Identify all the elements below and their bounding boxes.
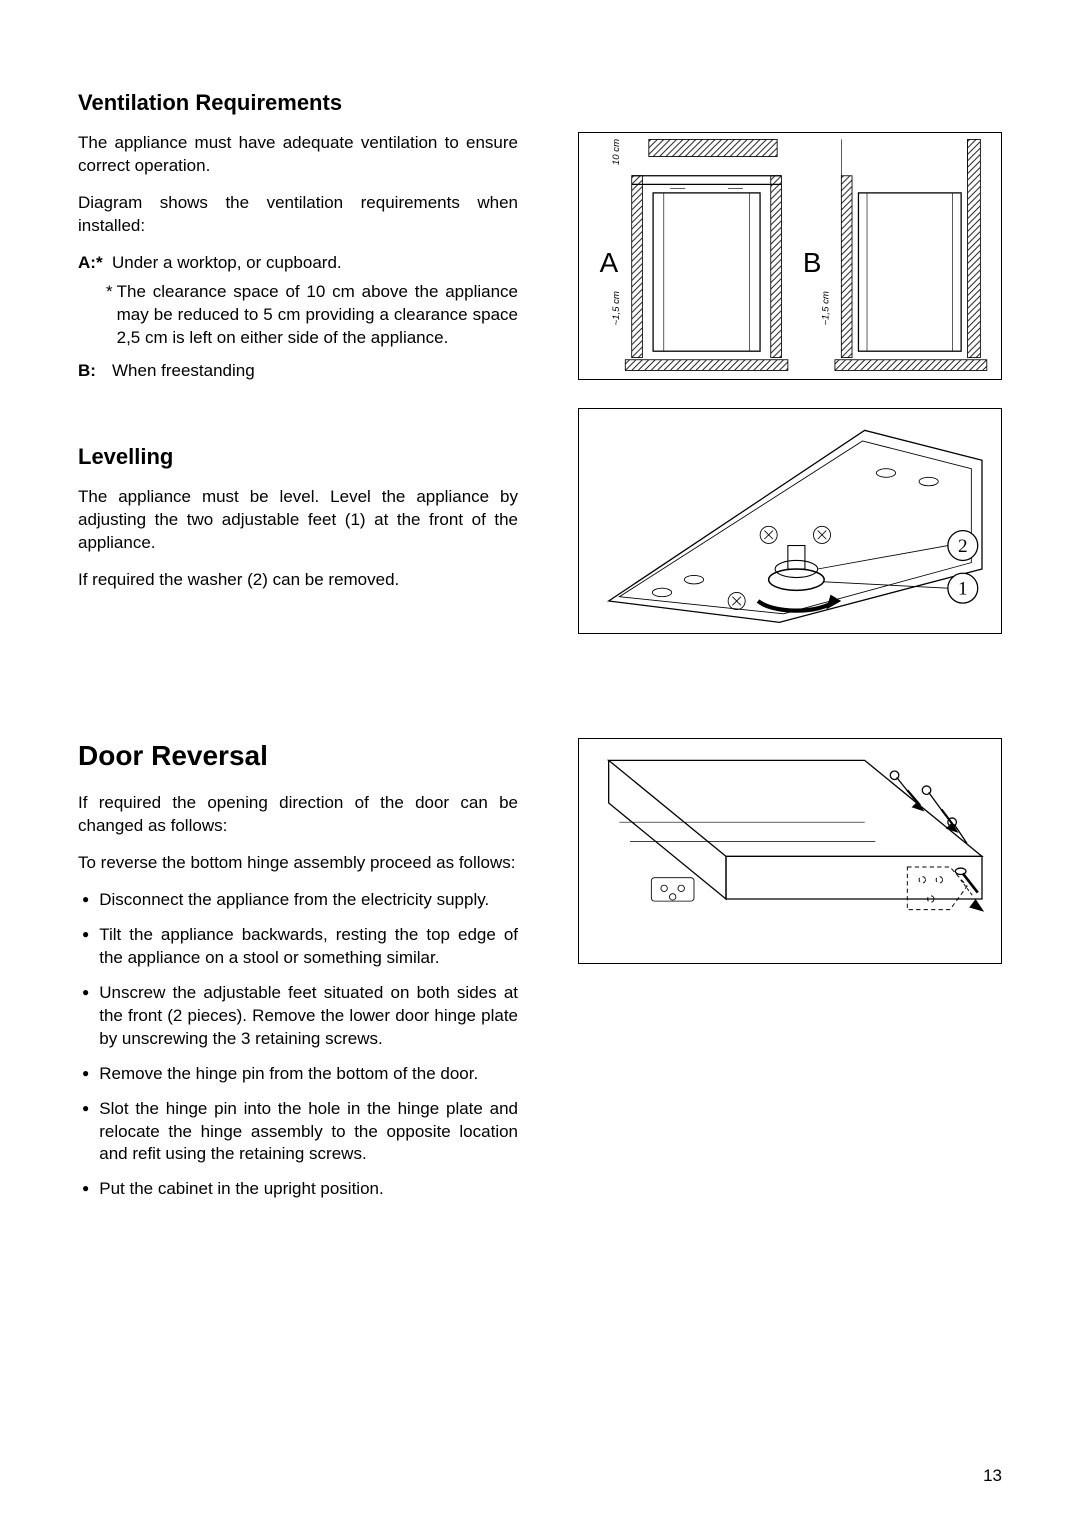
door-bullet: Disconnect the appliance from the electr…	[78, 889, 518, 912]
door-p2: To reverse the bottom hinge assembly pro…	[78, 852, 518, 875]
ventilation-heading: Ventilation Requirements	[78, 90, 518, 116]
ventilation-note: * The clearance space of 10 cm above the…	[106, 281, 518, 350]
item-a-text: Under a worktop, or cupboard.	[112, 252, 518, 275]
levelling-p2: If required the washer (2) can be remove…	[78, 569, 518, 592]
door-bullet: Remove the hinge pin from the bottom of …	[78, 1063, 518, 1086]
door-heading: Door Reversal	[78, 740, 518, 772]
svg-text:B: B	[803, 247, 822, 278]
door-bullet: Slot the hinge pin into the hole in the …	[78, 1098, 518, 1167]
ventilation-item-a: A:* Under a worktop, or cupboard.	[78, 252, 518, 275]
note-text: The clearance space of 10 cm above the a…	[117, 281, 518, 350]
door-bullet: Put the cabinet in the upright position.	[78, 1178, 518, 1201]
item-b-text: When freestanding	[112, 360, 518, 383]
door-bullet: Unscrew the adjustable feet situated on …	[78, 982, 518, 1051]
door-bullets: Disconnect the appliance from the electr…	[78, 889, 518, 1201]
item-a-label: A:*	[78, 252, 106, 275]
ventilation-p2: Diagram shows the ventilation requiremen…	[78, 192, 518, 238]
door-bullet: Tilt the appliance backwards, resting th…	[78, 924, 518, 970]
door-p1: If required the opening direction of the…	[78, 792, 518, 838]
ventilation-item-b: B: When freestanding	[78, 360, 518, 383]
item-b-label: B:	[78, 360, 106, 383]
svg-text:~1,5 cm: ~1,5 cm	[821, 291, 832, 325]
svg-text:~1,5 cm: ~1,5 cm	[611, 291, 622, 325]
svg-text:2: 2	[958, 536, 968, 557]
svg-text:10 cm: 10 cm	[611, 139, 622, 165]
note-star: *	[106, 281, 113, 350]
svg-text:A: A	[600, 247, 619, 278]
levelling-p1: The appliance must be level. Level the a…	[78, 486, 518, 555]
door-reversal-diagram	[578, 738, 1002, 964]
ventilation-p1: The appliance must have adequate ventila…	[78, 132, 518, 178]
ventilation-diagram: 10 cm ~1,5 cm A ~1,5 cm	[578, 132, 1002, 380]
levelling-heading: Levelling	[78, 444, 518, 470]
svg-text:1: 1	[958, 579, 968, 600]
levelling-diagram: 1 2	[578, 408, 1002, 634]
page-number: 13	[983, 1466, 1002, 1486]
